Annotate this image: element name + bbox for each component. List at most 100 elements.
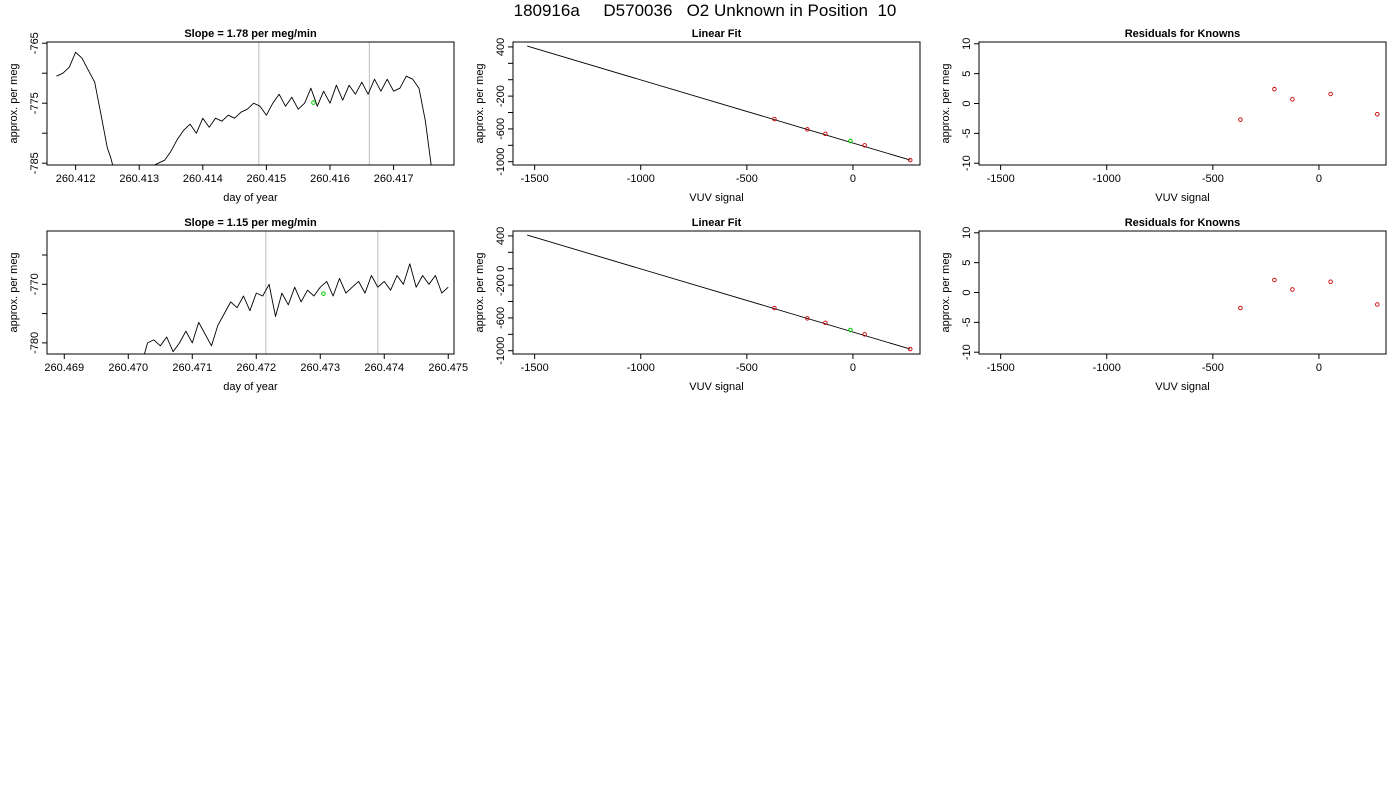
x-tick-label: -500 — [1202, 173, 1224, 185]
fit-line — [527, 234, 911, 350]
x-tick-label: -1500 — [521, 173, 549, 185]
timeseries-chart-row2: Slope = 1.15 per meg/min 260.469 260.470 26… — [8, 217, 468, 393]
y-tick-label: -200 — [495, 85, 507, 107]
residuals-panel-row2: Residuals for Knowns -1500 -1000 -500 0 -10 -5… — [932, 211, 1398, 401]
known-point — [772, 116, 777, 122]
known-point — [805, 316, 810, 321]
y-tick-label: 5 — [961, 71, 973, 77]
plot-frame — [978, 41, 1387, 166]
x-tick-label: 0 — [1316, 173, 1322, 185]
x-axis-label: VUV signal — [689, 192, 743, 204]
known-point — [805, 127, 810, 132]
known-point — [1238, 117, 1243, 122]
x-tick-label: 260.417 — [374, 173, 414, 185]
known-point — [1328, 279, 1333, 285]
unknown-point — [311, 100, 316, 105]
x-axis-label: day of year — [223, 192, 278, 204]
x-axis-label: VUV signal — [689, 381, 743, 393]
y-tick-label: -200 — [495, 274, 507, 296]
known-point — [1375, 111, 1380, 117]
x-tick-label: -1500 — [521, 362, 549, 374]
known-point — [823, 131, 828, 137]
known-point — [1328, 91, 1333, 97]
x-tick-label: 260.413 — [119, 173, 159, 185]
y-axis-label: approx. per meg — [474, 252, 486, 332]
plot-area — [56, 51, 432, 165]
x-axis-label: VUV signal — [1155, 192, 1209, 204]
plot-area — [1238, 277, 1380, 311]
timeseries-chart-row1: Slope = 1.78 per meg/min 260.412 260.413 26… — [8, 28, 455, 204]
known-point — [907, 157, 913, 163]
y-tick-label: -600 — [495, 118, 507, 140]
chart-title: Residuals for Knowns — [1125, 28, 1241, 40]
plot-area — [1238, 86, 1380, 122]
x-tick-label: -1000 — [1093, 173, 1121, 185]
residuals-chart-row1: Residuals for Knowns -1500 -1000 -500 0 -10 -5… — [940, 28, 1387, 204]
plot-frame — [978, 230, 1387, 355]
y-tick-label: 0 — [961, 100, 973, 106]
x-tick-label: 260.414 — [183, 173, 223, 185]
y-tick-label: -600 — [495, 307, 507, 329]
known-point — [1375, 302, 1380, 307]
x-tick-label: -1000 — [627, 362, 655, 374]
x-tick-label: -500 — [736, 362, 758, 374]
x-tick-label: 260.474 — [364, 362, 404, 374]
known-point — [1238, 305, 1243, 311]
unknown-point — [321, 291, 326, 296]
timeseries-panel-row2: Slope = 1.15 per meg/min 260.469 260.470 26… — [0, 211, 468, 401]
plot-frame — [46, 230, 455, 355]
series-line — [56, 51, 432, 165]
known-point — [907, 346, 913, 352]
x-tick-label: 260.472 — [236, 362, 276, 374]
residuals-chart-row2: Residuals for Knowns -1500 -1000 -500 0 -10 -5… — [940, 217, 1387, 393]
x-axis-label: day of year — [223, 381, 278, 393]
y-tick-label: -10 — [961, 344, 973, 360]
x-tick-label: 0 — [850, 173, 856, 185]
y-tick-label: -780 — [29, 332, 41, 354]
x-tick-label: 260.415 — [247, 173, 287, 185]
x-tick-label: -500 — [736, 173, 758, 185]
series-line — [143, 263, 449, 354]
y-tick-label: -5 — [961, 128, 973, 138]
y-tick-label: -775 — [29, 92, 41, 114]
known-point — [823, 320, 828, 326]
x-tick-label: -1000 — [627, 173, 655, 185]
known-point — [1272, 277, 1277, 283]
y-tick-label: -785 — [29, 152, 41, 174]
chart-title: Residuals for Knowns — [1125, 217, 1241, 229]
known-point — [862, 332, 867, 337]
x-tick-label: -1500 — [987, 362, 1015, 374]
y-tick-label: -1000 — [495, 337, 507, 365]
x-tick-label: 260.473 — [300, 362, 340, 374]
timeseries-panel-row1: Slope = 1.78 per meg/min 260.412 260.413 26… — [0, 22, 466, 212]
chart-title: Slope = 1.15 per meg/min — [184, 217, 317, 229]
y-tick-label: 10 — [961, 227, 973, 239]
x-axis-label: VUV signal — [1155, 381, 1209, 393]
y-axis-label: approx. per meg — [940, 63, 952, 143]
known-point — [1272, 86, 1277, 92]
y-axis-label: approx. per meg — [940, 252, 952, 332]
x-tick-label: 260.471 — [172, 362, 212, 374]
chart-title: Linear Fit — [692, 28, 742, 40]
x-tick-label: 260.475 — [428, 362, 468, 374]
x-tick-label: 260.470 — [108, 362, 148, 374]
linear-fit-chart-row1: Linear Fit -1500 -1000 -500 0 -1000 -600 -200 40… — [474, 28, 921, 204]
linear-fit-chart-row2: Linear Fit -1500 -1000 -500 0 -1000 -600 -200 0 4… — [474, 217, 921, 393]
x-tick-label: -1500 — [987, 173, 1015, 185]
y-tick-label: -765 — [29, 32, 41, 54]
x-tick-label: -500 — [1202, 362, 1224, 374]
x-tick-label: 0 — [1316, 362, 1322, 374]
fit-line — [527, 45, 911, 161]
page-title: 180916a D570036 O2 Unknown in Position 1… — [513, 1, 897, 20]
plot-frame — [46, 41, 455, 166]
residuals-panel-row1: Residuals for Knowns -1500 -1000 -500 0 -10 -5… — [932, 22, 1398, 212]
x-tick-label: 260.416 — [310, 173, 350, 185]
unknown-point — [848, 327, 853, 333]
y-axis-label: approx. per meg — [8, 63, 20, 143]
x-tick-label: 260.412 — [56, 173, 96, 185]
x-tick-label: -1000 — [1093, 362, 1121, 374]
y-tick-label: -1000 — [495, 148, 507, 176]
plot-frame — [512, 41, 921, 166]
linear-fit-panel-row1: Linear Fit -1500 -1000 -500 0 -1000 -600 -200 40… — [466, 22, 932, 212]
plot-area — [143, 263, 449, 354]
